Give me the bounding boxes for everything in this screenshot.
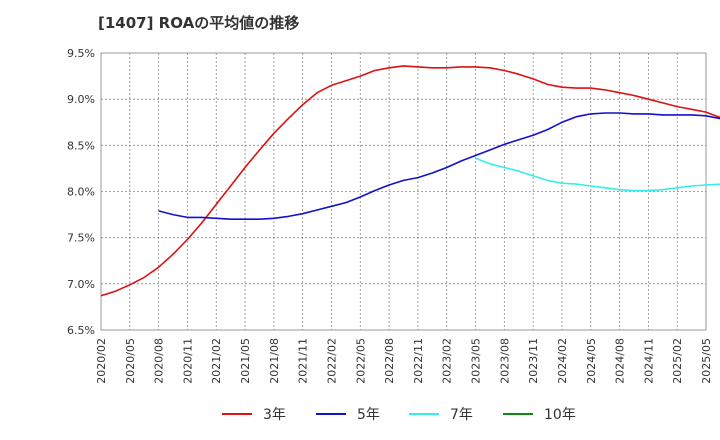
x-tick-label: 2024/05 [585, 338, 598, 384]
x-tick-label: 2025/05 [700, 338, 713, 384]
series-line-3年 [100, 65, 720, 297]
x-tick-label: 2021/08 [268, 338, 281, 384]
x-axis-ticks: 2020/02 2020/05 2020/08 2020/11 2021/02 2021/… [95, 338, 713, 384]
x-tick-label: 2020/08 [153, 338, 166, 384]
series-line-7年 [475, 157, 720, 192]
x-tick-label: 2024/02 [556, 338, 569, 384]
y-tick-label: 7.5% [67, 232, 95, 245]
x-tick-label: 2021/05 [239, 338, 252, 384]
x-tick-label: 2024/08 [614, 338, 627, 384]
series-lines [100, 65, 720, 297]
legend-label-10年: 10年 [544, 407, 576, 423]
series-line-5年 [158, 112, 720, 220]
y-axis-ticks: 6.5% 7.0% 7.5% 8.0% 8.5% 9.0% 9.5% [67, 47, 95, 337]
x-tick-label: 2020/11 [181, 338, 194, 384]
chart-title: [1407] ROAの平均値の推移 [98, 14, 300, 32]
y-tick-label: 8.5% [67, 139, 95, 152]
x-tick-label: 2021/11 [297, 338, 310, 384]
legend: 3年 5年 7年 10年 [222, 407, 576, 423]
x-tick-label: 2022/11 [412, 338, 425, 384]
x-tick-label: 2022/02 [325, 338, 338, 384]
x-tick-label: 2022/05 [354, 338, 367, 384]
x-tick-label: 2024/11 [642, 338, 655, 384]
x-tick-label: 2021/02 [210, 338, 223, 384]
y-tick-label: 8.0% [67, 186, 95, 199]
legend-label-7年: 7年 [450, 407, 473, 423]
x-tick-label: 2020/05 [124, 338, 137, 384]
x-tick-label: 2023/11 [527, 338, 540, 384]
x-tick-label: 2022/08 [383, 338, 396, 384]
x-tick-label: 2025/02 [671, 338, 684, 384]
legend-label-5年: 5年 [357, 407, 380, 423]
y-tick-label: 9.0% [67, 93, 95, 106]
legend-label-3年: 3年 [263, 407, 286, 423]
x-tick-label: 2023/02 [441, 338, 454, 384]
y-tick-label: 9.5% [67, 47, 95, 60]
grid-lines [101, 53, 706, 330]
y-tick-label: 7.0% [67, 278, 95, 291]
y-tick-label: 6.5% [67, 324, 95, 337]
x-tick-label: 2020/02 [95, 338, 108, 384]
x-tick-label: 2023/05 [470, 338, 483, 384]
x-tick-label: 2023/08 [498, 338, 511, 384]
plot-background [100, 52, 707, 331]
